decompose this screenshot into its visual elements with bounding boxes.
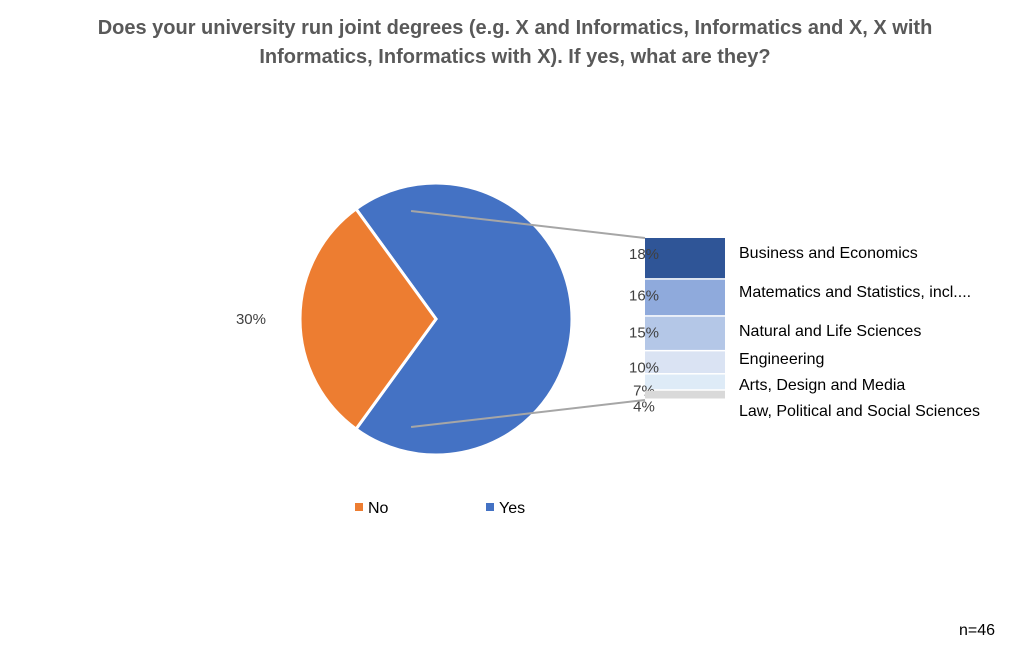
breakdown-value-label-5: 4% [633,399,655,416]
breakdown-segment-3 [645,351,725,374]
breakdown-value-label-0: 18% [629,246,659,263]
breakdown-category-label-0: Business and Economics [739,245,918,262]
breakdown-segment-0 [645,238,725,279]
breakdown-category-label-3: Engineering [739,351,824,368]
breakdown-category-label-4: Arts, Design and Media [739,377,905,394]
legend-layer: No Yes [355,500,525,517]
breakdown-segment-1 [645,279,725,316]
pie-slice-yes [353,181,574,457]
breakdown-segment-4 [645,374,725,390]
breakdown-category-label-1: Matematics and Statistics, incl.... [739,284,971,301]
breakdown-category-label-2: Natural and Life Sciences [739,323,921,340]
breakdown-value-label-1: 16% [629,288,659,305]
pie-label-no: 30% [236,311,266,328]
chart-title: Does your university run joint degrees (… [97,17,933,68]
legend-label-yes: Yes [499,500,525,517]
breakdown-value-label-2: 15% [629,325,659,342]
breakdown-category-label-5: Law, Political and Social Sciences [739,403,980,420]
legend-label-no: No [368,500,389,517]
connector-line-bottom [410,399,646,429]
breakdown-segment-5 [645,390,725,399]
breakdown-segment-2 [645,316,725,350]
pie-slice-no [298,206,438,432]
pie-layer: 30% [236,181,574,457]
connector-line-top [410,209,646,239]
sample-size-note: n=46 [958,622,995,639]
breakdown-bar-layer: 18%16%15%10%7%4%Business and EconomicsMa… [410,209,980,429]
breakdown-value-label-3: 10% [629,359,659,376]
legend-swatch-yes [486,503,494,511]
legend-swatch-no [355,503,363,511]
